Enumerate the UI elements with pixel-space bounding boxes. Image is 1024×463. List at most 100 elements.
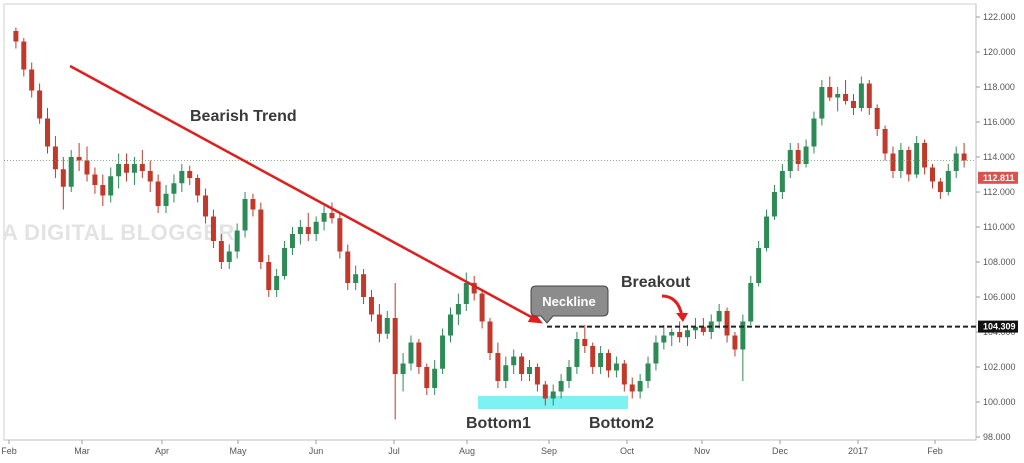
candle-body	[203, 195, 209, 217]
candle-body	[677, 332, 683, 338]
candle	[337, 213, 343, 259]
candle-body	[37, 90, 43, 119]
candle-body	[534, 367, 540, 385]
bottom2-label: Bottom2	[589, 415, 654, 432]
candle	[945, 164, 951, 196]
candle-body	[289, 234, 295, 248]
candle	[637, 374, 643, 399]
candle	[424, 363, 430, 395]
candle-body	[945, 171, 951, 192]
candle-body	[779, 171, 785, 192]
candle-body	[653, 342, 659, 364]
candle-body	[45, 118, 51, 147]
candle	[898, 143, 904, 178]
candle-body	[471, 283, 477, 294]
candle	[13, 27, 19, 49]
candle	[289, 227, 295, 255]
candle	[131, 157, 137, 185]
bottom1-label: Bottom1	[466, 415, 531, 432]
candle	[503, 356, 509, 388]
candle-body	[432, 368, 438, 388]
candle	[447, 307, 453, 343]
y-tick-label: 98.000	[983, 432, 1011, 442]
candle-body	[329, 213, 335, 219]
candle-body	[542, 384, 548, 399]
candle-body	[139, 164, 145, 171]
x-tick-label: Feb	[927, 446, 943, 456]
y-tick-label: 106.000	[983, 292, 1016, 302]
candle-body	[756, 248, 762, 283]
candle-body	[305, 227, 311, 234]
x-tick-label: Aug	[459, 446, 475, 456]
candle-body	[692, 326, 698, 331]
y-axis-ticks: 98.000100.000102.000104.000106.000108.00…	[976, 12, 1016, 442]
candle-body	[495, 353, 501, 381]
candle	[487, 318, 493, 360]
x-tick-label: Feb	[1, 446, 17, 456]
candle	[890, 146, 896, 178]
candle-body	[282, 248, 288, 276]
candle-body	[613, 363, 619, 371]
x-tick-label: 2017	[848, 446, 868, 456]
candle	[463, 272, 469, 311]
x-tick-label: May	[229, 446, 247, 456]
candle	[669, 328, 675, 346]
candle-body	[629, 384, 635, 392]
candle-body	[795, 150, 801, 164]
candle-body	[147, 171, 153, 182]
candle	[835, 87, 841, 112]
candle	[566, 360, 572, 388]
y-tick-label: 102.000	[983, 362, 1016, 372]
candle-body	[21, 41, 27, 70]
bearish-trend-line	[69, 64, 534, 320]
candle-body	[874, 108, 880, 129]
candle	[440, 328, 446, 374]
candle	[92, 167, 98, 194]
candle	[756, 241, 762, 287]
candle-body	[234, 230, 240, 252]
candle	[203, 188, 209, 224]
candle-body	[210, 216, 216, 241]
candle	[155, 174, 161, 213]
candle-body	[218, 241, 224, 262]
candle-body	[187, 171, 193, 178]
candle	[574, 332, 580, 374]
candle-body	[700, 326, 706, 332]
candle	[519, 353, 525, 381]
candle	[368, 290, 374, 322]
candle-body	[661, 335, 667, 343]
candle	[266, 255, 272, 297]
candle	[116, 153, 122, 189]
candle-body	[447, 314, 453, 336]
candle-body	[574, 339, 580, 367]
candle-body	[819, 87, 825, 119]
x-tick-label: Sep	[541, 446, 557, 456]
y-tick-label: 116.000	[983, 117, 1015, 127]
candle-body	[384, 318, 390, 334]
candle	[613, 356, 619, 378]
candle-body	[866, 83, 872, 108]
candle-body	[455, 304, 461, 315]
y-tick-label: 120.000	[983, 47, 1016, 57]
candle-body	[519, 356, 525, 374]
neckline-price-tag-bg	[978, 320, 1018, 333]
candle	[234, 223, 240, 259]
candle-body	[637, 381, 643, 392]
candle-body	[558, 381, 564, 392]
breakout-label: Breakout	[621, 274, 691, 291]
candle	[361, 269, 367, 304]
candle	[819, 80, 825, 126]
candle	[37, 83, 43, 124]
candle-body	[487, 321, 493, 353]
candle-body	[266, 262, 272, 290]
candle-body	[440, 335, 446, 369]
candle-body	[582, 339, 588, 346]
candle	[400, 353, 406, 392]
candle	[226, 244, 232, 269]
candle-body	[116, 164, 122, 177]
candle	[416, 339, 422, 374]
candle	[542, 381, 548, 406]
candle-body	[463, 283, 469, 304]
candle	[68, 150, 74, 192]
